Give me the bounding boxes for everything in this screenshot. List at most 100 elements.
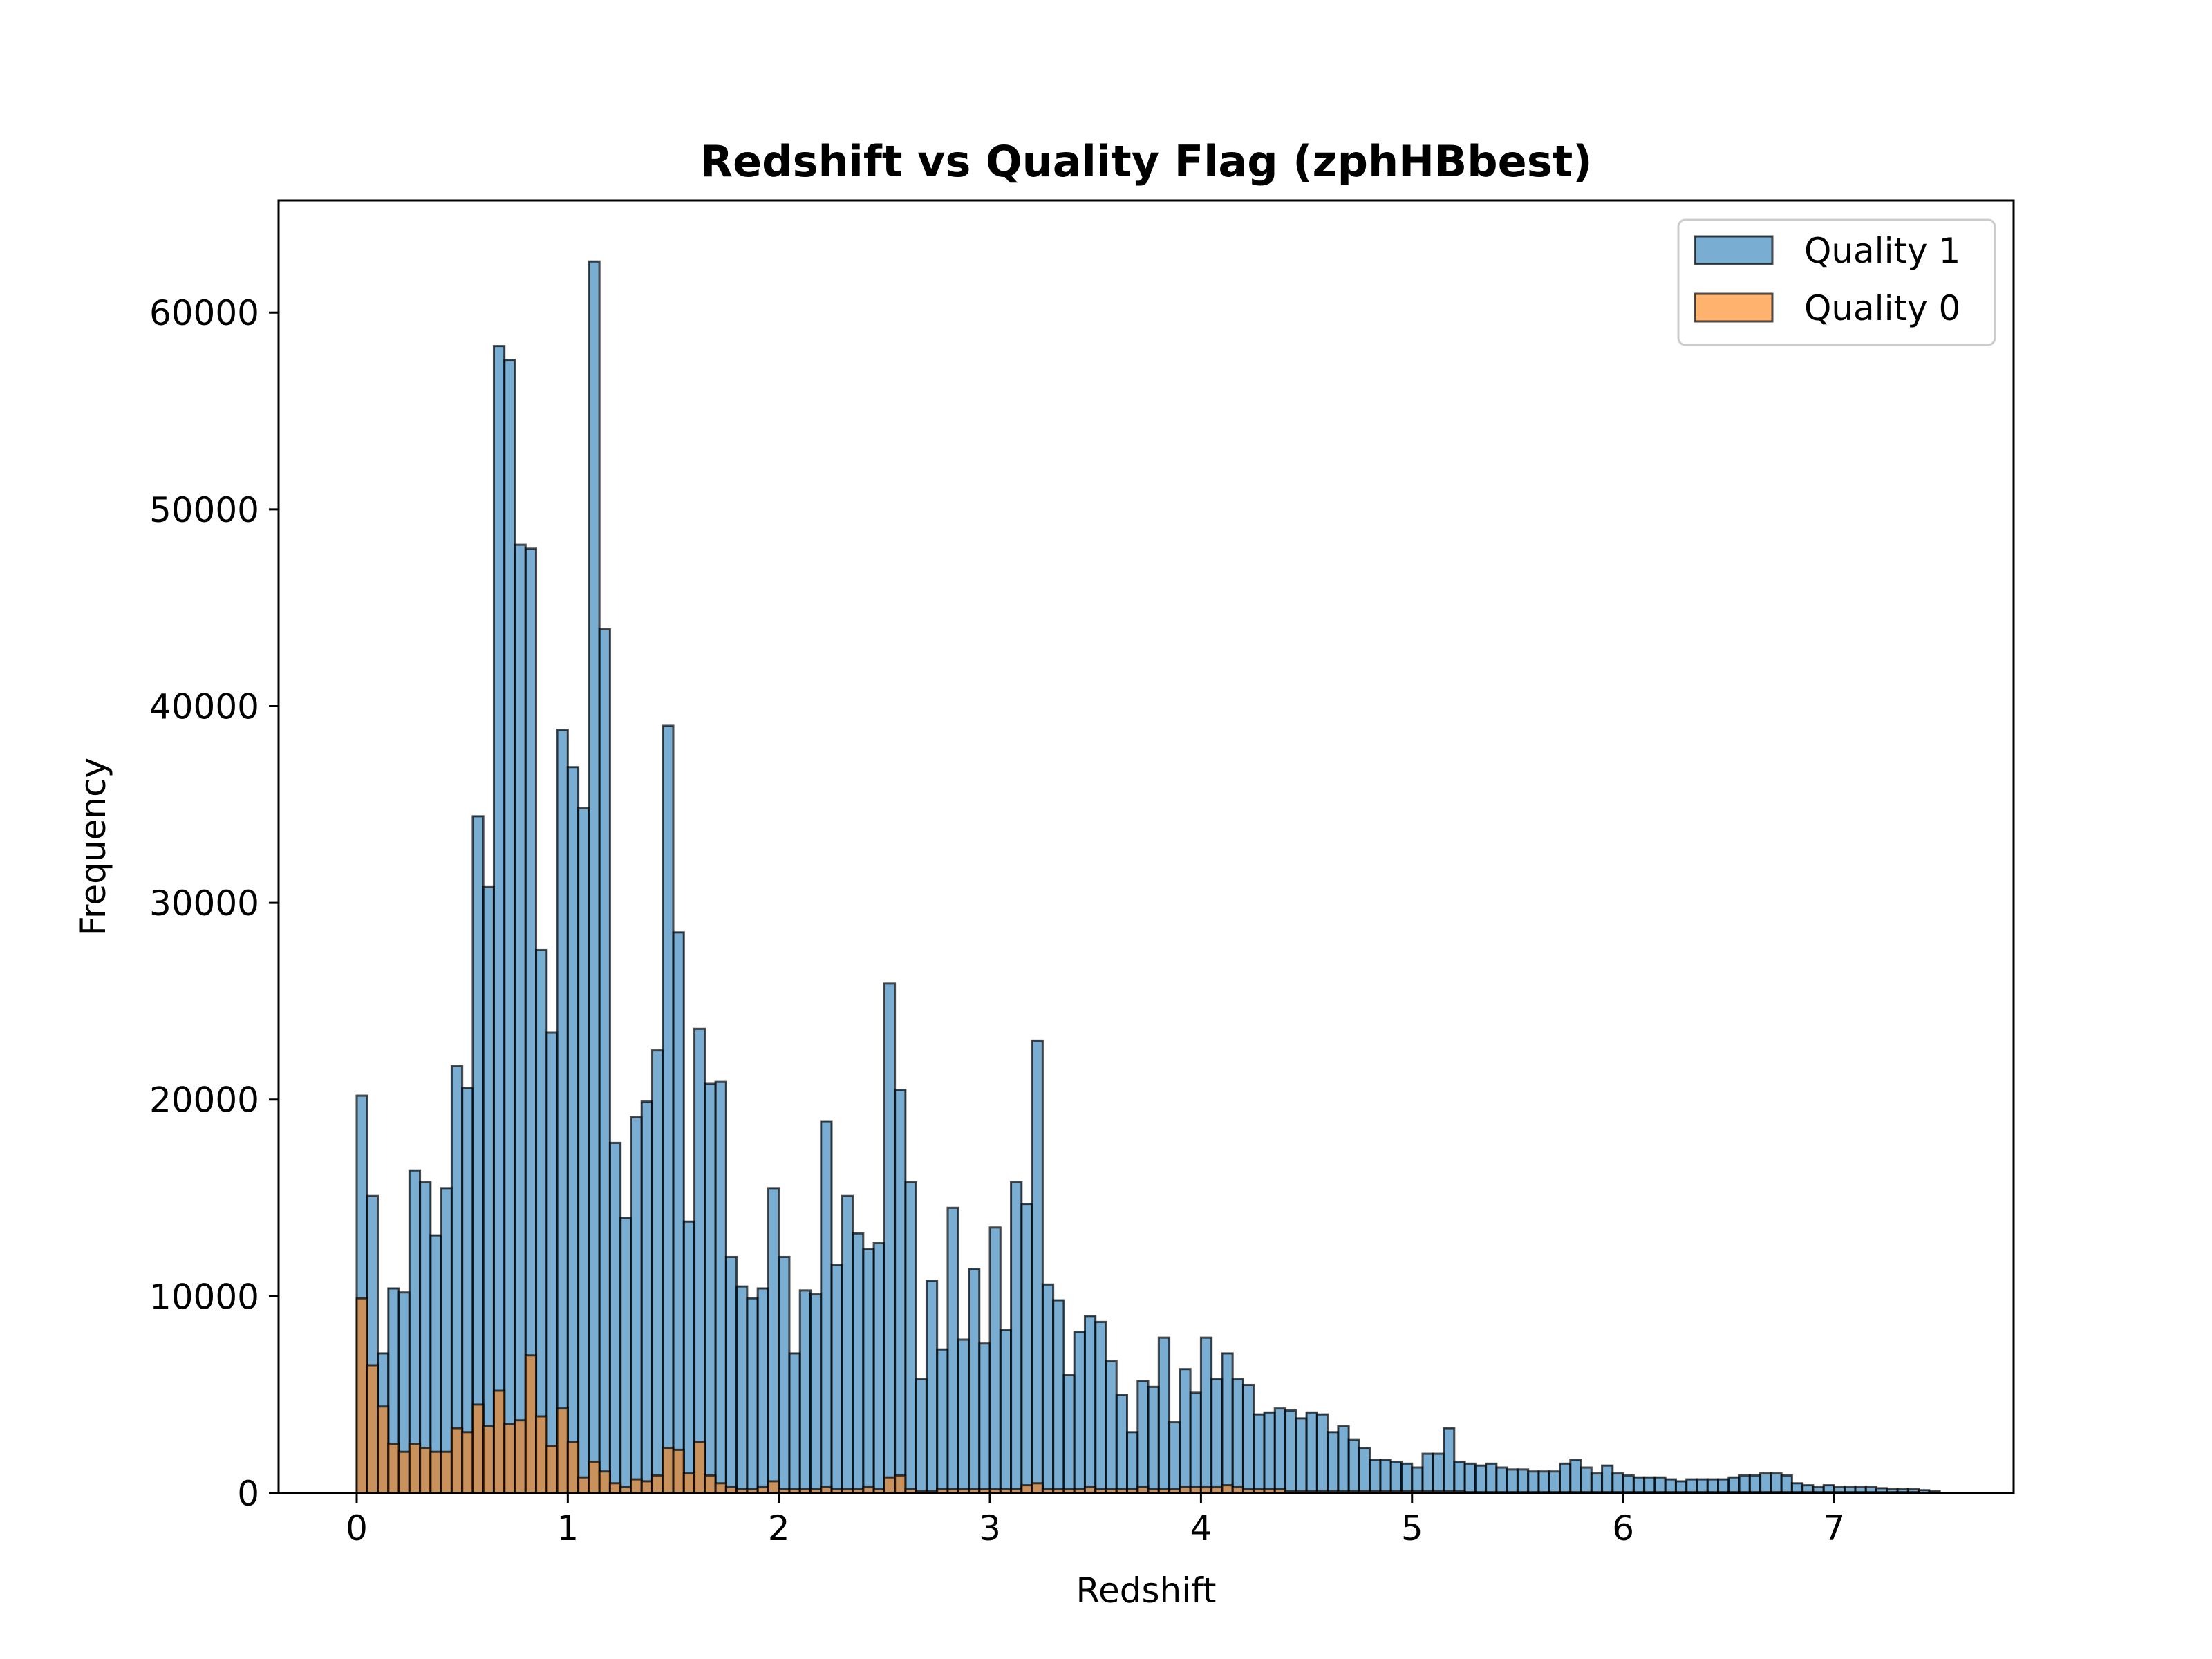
bar-quality-1: [577, 807, 590, 1494]
bar-quality-1: [1105, 1360, 1118, 1494]
bar-quality-1: [1696, 1478, 1709, 1494]
bar-quality-1: [988, 1226, 1002, 1494]
bar-quality-1: [419, 1181, 432, 1494]
bar-quality-1: [1685, 1478, 1698, 1494]
y-tick-label: 20000: [149, 1080, 259, 1121]
bar-quality-1: [1337, 1425, 1350, 1494]
bar-quality-0: [608, 1482, 622, 1494]
bar-quality-0: [577, 1476, 590, 1494]
bar-quality-1: [1273, 1407, 1287, 1494]
bar-quality-1: [1115, 1394, 1129, 1494]
bar-quality-1: [566, 766, 580, 1494]
bar-quality-1: [1126, 1431, 1139, 1494]
bar-quality-0: [630, 1478, 643, 1494]
bar-quality-1: [872, 1242, 885, 1494]
bar-quality-1: [1136, 1380, 1150, 1494]
bar-quality-1: [1537, 1470, 1550, 1494]
bar-quality-1: [1168, 1421, 1181, 1494]
bar-quality-1: [1653, 1476, 1667, 1494]
bar-quality-1: [440, 1187, 453, 1494]
bar-quality-0: [355, 1297, 368, 1494]
bar-quality-1: [1432, 1452, 1445, 1494]
bar-quality-1: [1284, 1409, 1297, 1494]
bar-quality-1: [1305, 1411, 1318, 1494]
legend-label-quality-1: Quality 1: [1804, 231, 1960, 271]
bar-quality-0: [588, 1460, 601, 1494]
bar-quality-0: [682, 1472, 696, 1494]
series-quality-0-bars: [355, 1297, 1920, 1494]
bar-quality-0: [1020, 1484, 1033, 1494]
bar-quality-1: [1590, 1472, 1604, 1494]
x-axis-label: Redshift: [1076, 1571, 1217, 1611]
bar-quality-1: [894, 1089, 907, 1494]
bar-quality-1: [1748, 1474, 1762, 1494]
bar-quality-1: [767, 1187, 780, 1494]
bar-quality-1: [798, 1289, 812, 1494]
bar-quality-0: [440, 1450, 453, 1494]
x-tick-label: 7: [1824, 1508, 1846, 1548]
bar-quality-1: [1199, 1336, 1213, 1494]
bar-quality-1: [672, 931, 685, 1494]
bar-quality-0: [492, 1389, 506, 1494]
bar-quality-1: [1179, 1368, 1192, 1494]
bar-quality-1: [1062, 1374, 1076, 1494]
bar-quality-1: [1052, 1299, 1065, 1494]
bar-quality-1: [1083, 1315, 1097, 1494]
bar-quality-1: [482, 885, 495, 1494]
bar-quality-1: [841, 1194, 854, 1494]
bar-quality-1: [735, 1285, 749, 1494]
legend-swatch-quality-0: [1694, 292, 1774, 323]
bar-quality-0: [767, 1480, 780, 1494]
bar-quality-1: [1157, 1336, 1171, 1494]
bar-quality-1: [619, 1217, 632, 1494]
bar-quality-1: [756, 1287, 769, 1494]
bar-quality-1: [1010, 1181, 1023, 1494]
bar-quality-1: [820, 1120, 833, 1494]
legend: Quality 1 Quality 0: [1677, 218, 1996, 346]
bar-quality-1: [588, 260, 601, 1494]
bar-quality-1: [925, 1280, 939, 1494]
y-tick-label: 0: [237, 1474, 259, 1514]
bar-quality-1: [630, 1116, 643, 1494]
bar-quality-1: [1443, 1427, 1456, 1494]
x-tick-label: 6: [1612, 1508, 1634, 1548]
bar-quality-1: [1474, 1464, 1488, 1494]
bar-quality-1: [503, 359, 516, 1494]
bar-quality-0: [714, 1482, 727, 1494]
bar-quality-1: [514, 543, 527, 1494]
bar-quality-1: [1327, 1431, 1340, 1494]
bar-quality-0: [650, 1474, 664, 1494]
bar-quality-1: [1041, 1283, 1055, 1494]
bar-quality-0: [482, 1425, 495, 1494]
bar-quality-0: [535, 1415, 548, 1494]
bar-quality-1: [545, 1031, 559, 1494]
bar-quality-1: [704, 1082, 717, 1494]
bar-quality-1: [1632, 1476, 1646, 1494]
bar-quality-1: [1231, 1378, 1244, 1494]
bar-quality-1: [1073, 1331, 1086, 1494]
bar-quality-1: [1295, 1417, 1308, 1494]
bar-quality-1: [1770, 1472, 1783, 1494]
plot-area-frame: [277, 199, 2015, 1494]
bar-quality-1: [1569, 1459, 1582, 1494]
bar-quality-0: [640, 1480, 653, 1494]
bar-quality-1: [1263, 1411, 1276, 1494]
bar-quality-1: [1400, 1462, 1414, 1494]
chart-title: Redshift vs Quality Flag (zphHBbest): [700, 136, 1592, 187]
bar-quality-1: [946, 1206, 959, 1494]
bar-quality-1: [809, 1293, 823, 1494]
bar-quality-1: [1094, 1320, 1107, 1494]
bar-quality-0: [419, 1447, 432, 1494]
bar-quality-1: [852, 1232, 865, 1494]
bar-quality-0: [545, 1445, 559, 1494]
bar-quality-1: [1706, 1478, 1720, 1494]
bar-quality-1: [724, 1255, 738, 1494]
bar-quality-1: [556, 729, 569, 1494]
bar-quality-1: [1495, 1466, 1508, 1494]
bar-quality-1: [968, 1268, 981, 1494]
bar-quality-0: [461, 1431, 474, 1494]
legend-label-quality-0: Quality 0: [1804, 288, 1960, 328]
bar-quality-1: [1485, 1462, 1498, 1494]
bar-quality-0: [471, 1403, 485, 1494]
